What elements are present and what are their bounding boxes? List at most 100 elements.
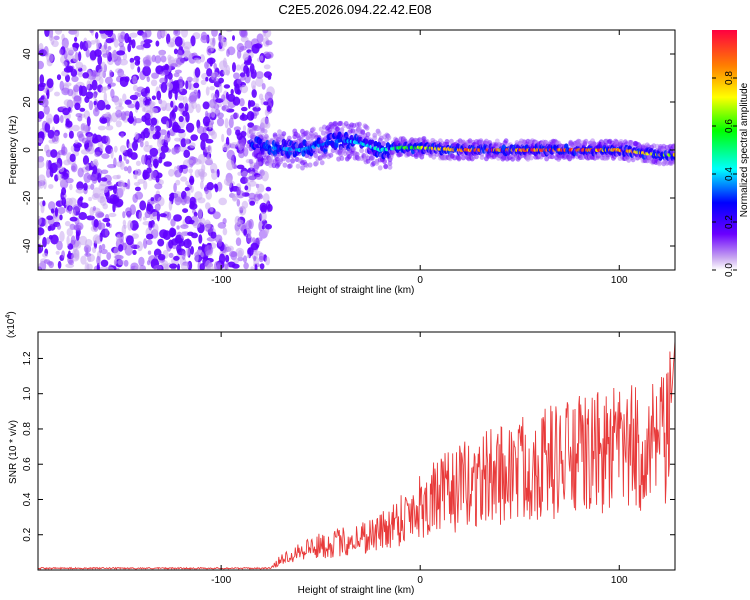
noise-blob — [97, 172, 102, 183]
noise-blob — [206, 68, 213, 77]
noise-blob — [86, 133, 92, 144]
signal-halo — [630, 157, 636, 163]
noise-blob — [72, 204, 81, 212]
noise-blob — [127, 117, 135, 123]
noise-blob — [155, 40, 160, 47]
noise-blob — [62, 107, 70, 116]
noise-blob — [105, 125, 114, 131]
noise-blob — [225, 91, 229, 100]
noise-blob — [173, 214, 182, 222]
noise-blob — [59, 49, 64, 55]
noise-blob — [65, 74, 70, 83]
noise-blob — [159, 129, 167, 136]
noise-blob — [225, 136, 230, 146]
noise-blob — [59, 166, 65, 173]
noise-blob — [156, 129, 160, 140]
noise-blob — [231, 193, 237, 198]
noise-blob — [149, 144, 153, 149]
signal-halo — [398, 151, 404, 157]
noise-blob — [53, 131, 59, 142]
noise-blob — [47, 225, 52, 232]
signal-halo — [263, 133, 269, 139]
noise-blob — [247, 233, 252, 239]
noise-blob — [66, 235, 70, 246]
noise-blob — [242, 125, 247, 132]
noise-blob — [164, 134, 171, 143]
colorbar-tick-label: 0.2 — [724, 215, 735, 229]
noise-blob — [256, 183, 265, 193]
noise-blob — [168, 168, 175, 177]
noise-blob — [143, 238, 148, 249]
noise-blob — [132, 140, 138, 151]
noise-blob — [213, 78, 220, 83]
colorbar-tick-label: 0.4 — [724, 167, 735, 181]
noise-blob — [44, 30, 50, 37]
noise-blob — [239, 30, 248, 38]
noise-blob — [250, 112, 254, 121]
noise-blob — [122, 219, 127, 227]
noise-blob — [91, 173, 98, 184]
noise-blob — [105, 135, 110, 143]
noise-blob — [128, 142, 133, 149]
signal-halo — [255, 147, 260, 153]
noise-blob — [46, 215, 54, 221]
snr-y-tick-label: 0.2 — [22, 527, 33, 541]
noise-blob — [126, 211, 131, 219]
noise-blob — [120, 77, 124, 81]
noise-blob — [185, 122, 195, 133]
noise-blob — [38, 160, 45, 169]
noise-blob — [95, 39, 101, 48]
noise-blob — [187, 231, 194, 236]
noise-blob — [118, 41, 125, 48]
noise-blob — [173, 255, 180, 261]
noise-blob — [190, 134, 198, 142]
noise-blob — [108, 212, 117, 218]
noise-blob — [136, 241, 143, 252]
noise-blob — [80, 85, 88, 97]
noise-blob — [146, 233, 154, 240]
noise-blob — [117, 259, 125, 266]
noise-blob — [255, 197, 259, 204]
noise-blob — [123, 224, 127, 229]
noise-blob — [149, 106, 155, 114]
noise-blob — [165, 120, 170, 130]
signal-halo — [382, 158, 387, 165]
noise-blob — [248, 218, 254, 230]
noise-blob — [192, 221, 201, 229]
noise-blob — [243, 51, 249, 61]
noise-blob — [265, 51, 274, 59]
noise-blob — [181, 30, 188, 38]
spectrogram-y-tick-label: 40 — [22, 48, 33, 60]
noise-blob — [191, 101, 198, 109]
snr-y-axis-label: SNR (10 * v/v) — [8, 420, 19, 484]
noise-blob — [38, 215, 42, 226]
noise-blob — [150, 79, 158, 87]
noise-blob — [129, 32, 138, 38]
noise-blob — [197, 154, 206, 165]
signal-halo — [374, 160, 380, 166]
noise-blob — [178, 76, 184, 86]
signal-halo — [387, 164, 393, 170]
noise-blob — [228, 117, 234, 129]
noise-blob — [239, 72, 246, 78]
noise-blob — [191, 77, 199, 83]
noise-blob — [154, 55, 162, 64]
noise-blob — [262, 193, 270, 203]
noise-blob — [75, 231, 80, 241]
noise-blob — [88, 196, 92, 202]
noise-blob — [210, 162, 218, 174]
spectrogram-y-tick-label: 0 — [22, 147, 33, 153]
noise-blob — [232, 96, 241, 106]
noise-blob — [135, 101, 140, 110]
noise-blob — [123, 259, 129, 267]
noise-blob — [106, 252, 112, 261]
noise-blob — [194, 169, 201, 178]
noise-blob — [160, 144, 169, 153]
noise-blob — [38, 174, 46, 183]
signal-halo — [383, 163, 389, 169]
noise-blob — [68, 259, 74, 266]
noise-blob — [88, 100, 94, 111]
noise-blob — [226, 149, 235, 160]
noise-blob — [46, 168, 51, 178]
signal-halo — [672, 144, 675, 150]
